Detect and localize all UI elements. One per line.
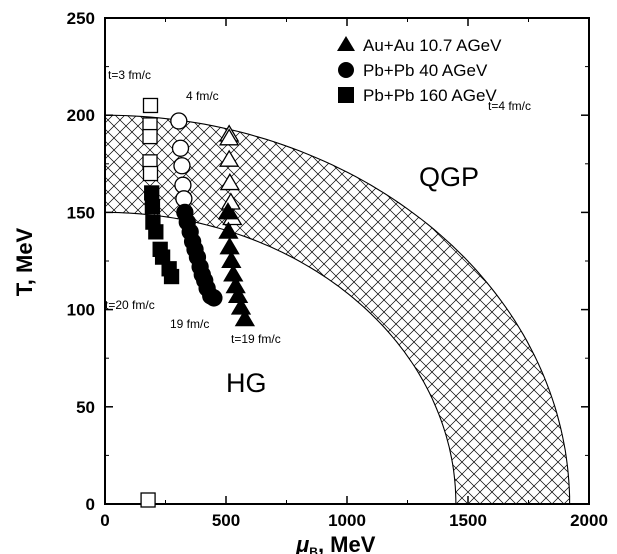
region-label-hg: HG — [226, 368, 267, 398]
data-point-filled — [163, 268, 180, 285]
x-axis-label-mu: μ — [295, 532, 309, 554]
data-point-filled — [217, 202, 239, 220]
x-axis-label: μB, MeV — [295, 532, 376, 554]
data-point-filled — [144, 185, 160, 201]
y-axis-label: T, MeV — [12, 227, 37, 296]
band-outer-boundary — [105, 114, 571, 504]
x-tick-label: 2000 — [570, 511, 608, 530]
y-tick-label: 150 — [67, 203, 95, 222]
data-point-open — [219, 172, 241, 191]
annotation-t19: t=19 fm/c — [231, 332, 281, 346]
data-point-open — [173, 157, 191, 175]
region-label-qgp: QGP — [419, 162, 479, 192]
legend-label-pbpb160: Pb+Pb 160 AGeV — [363, 86, 497, 105]
data-points — [140, 97, 256, 508]
x-axis-label-sub: B — [309, 545, 318, 554]
data-point-filled — [144, 198, 161, 215]
data-point-open — [142, 128, 158, 145]
annotation-t4: t=4 fm/c — [488, 99, 531, 113]
data-point-open — [142, 165, 159, 182]
y-tick-label: 0 — [86, 495, 95, 514]
data-point-filled — [234, 309, 256, 327]
legend: Au+Au 10.7 AGeV Pb+Pb 40 AGeV Pb+Pb 160 … — [337, 36, 502, 105]
y-tick-label: 100 — [67, 301, 95, 320]
data-point-filled — [219, 237, 240, 255]
legend-triangle-icon — [337, 36, 355, 51]
data-point-open — [170, 112, 188, 130]
x-tick-label: 500 — [212, 511, 240, 530]
data-point-filled — [205, 289, 223, 307]
annotation-19fm: 19 fm/c — [170, 317, 209, 331]
x-tick-label: 1500 — [449, 511, 487, 530]
y-tick-label: 200 — [67, 106, 95, 125]
annotation-4fm: 4 fm/c — [186, 89, 219, 103]
y-tick-label: 250 — [67, 9, 95, 28]
y-tick-label: 50 — [76, 398, 95, 417]
data-point-filled — [221, 250, 242, 268]
annotation-t20: t=20 fm/c — [105, 298, 155, 312]
data-point-open — [219, 149, 240, 167]
x-tick-label: 0 — [100, 511, 109, 530]
legend-square-icon — [338, 87, 354, 103]
annotation-t3: t=3 fm/c — [108, 68, 151, 82]
crosshatch-band — [105, 115, 570, 504]
data-point-open — [142, 97, 159, 114]
data-point-filled — [227, 285, 249, 303]
data-point-filled — [148, 224, 164, 240]
data-point-filled — [218, 221, 239, 239]
data-point-open — [140, 492, 156, 508]
data-point-open — [171, 139, 190, 157]
legend-label-pbpb40: Pb+Pb 40 AGeV — [363, 61, 488, 80]
legend-circle-icon — [338, 62, 354, 78]
x-axis-label-rest: , MeV — [318, 532, 376, 554]
axis-ticks: 0 500 1000 1500 2000 0 50 100 150 200 250 — [67, 9, 608, 530]
x-tick-label: 1000 — [328, 511, 366, 530]
phase-transition-band — [105, 114, 571, 504]
legend-label-auau: Au+Au 10.7 AGeV — [363, 36, 502, 55]
data-point-open — [219, 128, 240, 146]
